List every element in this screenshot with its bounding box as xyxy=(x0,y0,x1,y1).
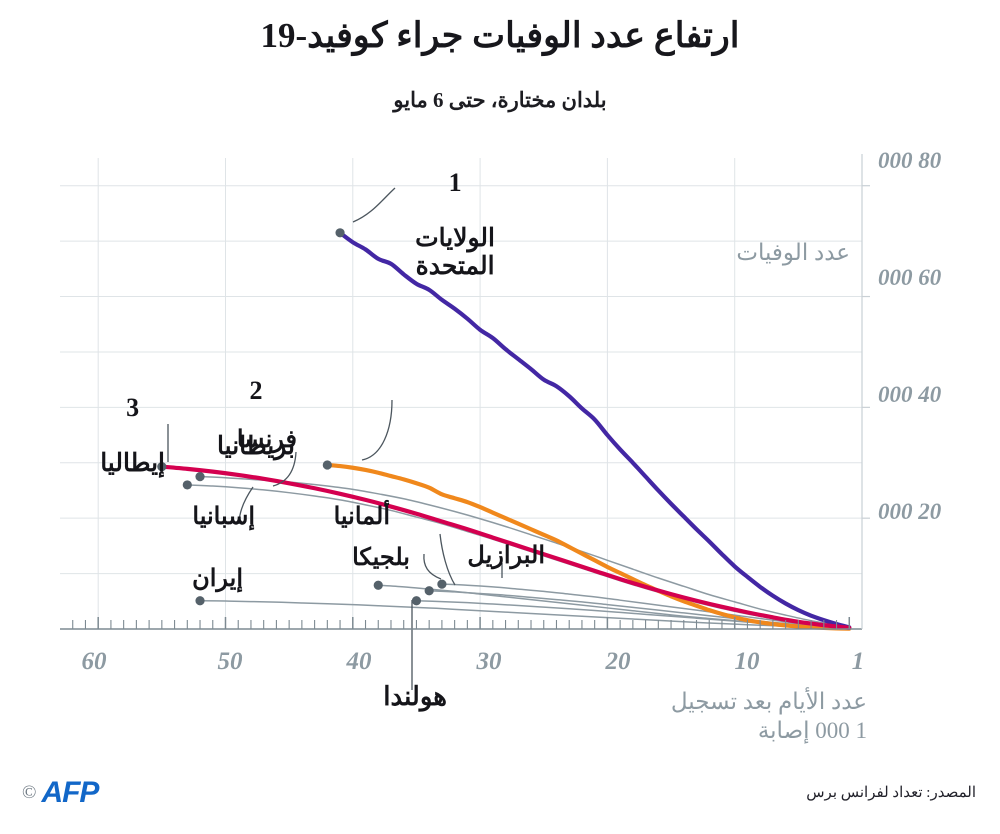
leader-line xyxy=(352,187,396,223)
series-line-other xyxy=(199,475,851,629)
series-marker-other xyxy=(182,480,192,490)
annotation-holland: هولندا xyxy=(383,682,447,711)
leader-line xyxy=(238,486,254,525)
leader-line xyxy=(439,533,456,586)
series-marker-rank3 xyxy=(157,462,167,472)
afp-logo: © AFP xyxy=(22,776,99,809)
page-title: ارتفاع عدد الوفيات جراء كوفيد-19 xyxy=(260,16,740,55)
y-tick-20000: 20 000 xyxy=(878,499,942,524)
series-marker-rank2 xyxy=(322,460,332,470)
annotation-iran: إيران xyxy=(192,566,243,592)
afp-wordmark: AFP xyxy=(41,776,99,809)
leader-line xyxy=(423,553,442,580)
series-line-rank1 xyxy=(337,230,852,630)
annotation-usa-label: الولايات المتحدة xyxy=(415,225,495,281)
x-axis-title: عدد الأيام بعد تسجيل 1 000 إصابة xyxy=(670,689,867,743)
series-marker-other xyxy=(373,580,383,590)
series-line-rank2 xyxy=(325,462,852,631)
annotation-italy: 3 إيطاليا xyxy=(100,365,165,478)
annotation-usa: 1 الولايات المتحدة xyxy=(415,140,495,281)
series-marker-other xyxy=(411,596,422,606)
page-subtitle: بلدان مختارة، حتى 6 مايو xyxy=(393,88,607,112)
x-tick-10: 10 xyxy=(734,648,760,675)
y-axis-title: عدد الوفيات xyxy=(736,240,850,265)
grid-lines xyxy=(60,158,862,629)
x-tick-50: 50 xyxy=(217,648,243,675)
annotation-italy-rank: 3 xyxy=(126,393,140,422)
annotation-britain: 2 بريطانيا xyxy=(217,348,295,461)
x-tick-20: 20 xyxy=(605,648,631,675)
copyright-icon: © xyxy=(22,782,37,803)
leader-line xyxy=(361,399,393,461)
annotation-belgium: بلجيكا xyxy=(352,545,410,571)
annotation-usa-rank: 1 xyxy=(448,168,462,197)
source-note: المصدر: تعداد لفرانس برس xyxy=(806,785,976,801)
series-marker-other xyxy=(195,596,205,606)
x-tick-40: 40 xyxy=(346,648,372,675)
y-tick-80000: 80 000 xyxy=(878,148,942,173)
series-markers xyxy=(157,228,447,606)
series-marker-other xyxy=(424,586,434,596)
series-line-rank3 xyxy=(159,464,852,630)
annotation-britain-label: بريطانيا xyxy=(217,433,295,461)
annotation-spain: إسبانيا xyxy=(192,504,255,530)
x-tick-60: 60 xyxy=(81,648,107,675)
annotation-italy-label: إيطاليا xyxy=(100,450,165,478)
x-tick-30: 30 xyxy=(476,648,502,675)
annotation-brazil: البرازيل xyxy=(467,543,545,569)
series-marker-rank1 xyxy=(335,228,345,238)
series-marker-other xyxy=(437,579,447,589)
annotation-france: فرنسا xyxy=(236,427,297,453)
y-tick-60000: 60 000 xyxy=(878,265,942,290)
axis-lines xyxy=(60,154,870,630)
x-tick-1: 1 xyxy=(851,648,865,675)
series-line-other xyxy=(441,583,851,629)
annotation-britain-rank: 2 xyxy=(249,376,263,405)
series-marker-other xyxy=(195,472,205,482)
y-tick-40000: 40 000 xyxy=(878,382,942,407)
annotation-germany: ألمانيا xyxy=(333,504,390,530)
leader-lines xyxy=(167,187,503,690)
series-line-other xyxy=(199,599,851,630)
leader-line xyxy=(272,451,297,487)
series-lines xyxy=(159,230,852,631)
